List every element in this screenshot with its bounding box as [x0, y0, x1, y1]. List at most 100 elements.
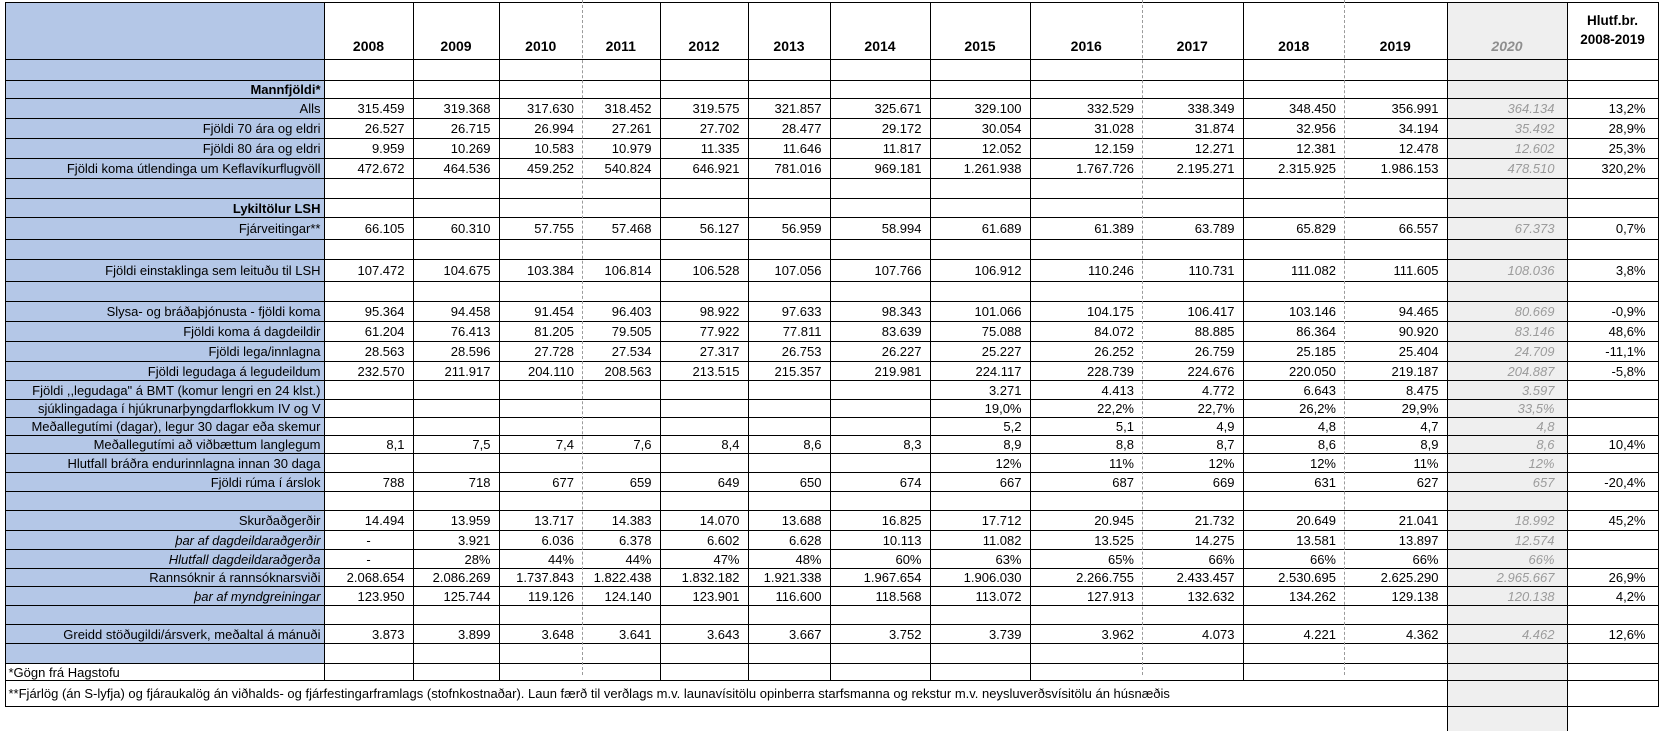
cell-hlutfall-bradra-endurinnlagna-2018[interactable]: 12% [1243, 454, 1344, 473]
cell-komur-utlendinga-keflavik-hlutfbr[interactable]: 320,2% [1567, 159, 1658, 179]
cell-slysa-bradathjonusta-komur-2010[interactable]: 91.454 [499, 302, 582, 322]
cell-spacer-6-2016[interactable] [1030, 606, 1142, 625]
cell-fjoldi-ruma-arslok-2017[interactable]: 669 [1142, 473, 1243, 492]
cell-fjoldi-ruma-arslok-2008[interactable]: 788 [324, 473, 413, 492]
cell-thar-af-dagdeildaradgerdir-hlutfbr[interactable] [1567, 531, 1658, 550]
cell-medallegutimi-vidbaettum-langlegum-2019[interactable]: 8,9 [1344, 436, 1447, 454]
cell-fjoldi-ruma-arslok-2015[interactable]: 667 [930, 473, 1030, 492]
cell-greidd-stodugildi-arsverk-2019[interactable]: 4.362 [1344, 625, 1447, 644]
cell-spacer-5-2015[interactable] [930, 492, 1030, 511]
cell-spacer-5-2010[interactable] [499, 492, 582, 511]
cell-spacer-2-2012[interactable] [660, 179, 748, 199]
cell-komur-utlendinga-keflavik-2020[interactable]: 478.510 [1447, 159, 1567, 179]
cell-alls-2020[interactable]: 364.134 [1447, 99, 1567, 119]
footnote-empty-cell-2020[interactable] [1447, 681, 1567, 707]
footnote-empty-cell-2011[interactable] [582, 664, 660, 681]
hlutf-br-header[interactable]: Hlutf.br.2008-2019 [1567, 3, 1658, 60]
cell-komur-utlendinga-keflavik-2016[interactable]: 1.767.726 [1030, 159, 1142, 179]
row-label-medallegutimi-vidbaettum-langlegum[interactable]: Meðallegutími að viðbættum langlegum [5, 436, 324, 454]
cell-fjoldi-70-ara-og-eldri-2012[interactable]: 27.702 [660, 119, 748, 139]
cell-hlutfall-bradra-endurinnlagna-2010[interactable] [499, 454, 582, 473]
cell-fjoldi-einstaklinga-leitudu-2020[interactable]: 108.036 [1447, 260, 1567, 282]
cell-rannsoknir-rannsoknarsvidi-2014[interactable]: 1.967.654 [830, 569, 930, 587]
cell-hlutfall-dagdeildaradgerda-2019[interactable]: 66% [1344, 550, 1447, 569]
cell-spacer-6-2011[interactable] [582, 606, 660, 625]
cell-thar-af-dagdeildaradgerdir-2013[interactable]: 6.628 [748, 531, 830, 550]
cell-thar-af-myndgreiningar-2020[interactable]: 120.138 [1447, 587, 1567, 606]
cell-fjoldi-legudaga-legudeildum-2009[interactable]: 211.917 [413, 362, 499, 381]
cell-fjoldi-einstaklinga-leitudu-hlutfbr[interactable]: 3,8% [1567, 260, 1658, 282]
cell-fjoldi-legudaga-legudeildum-2013[interactable]: 215.357 [748, 362, 830, 381]
cell-rannsoknir-rannsoknarsvidi-2011[interactable]: 1.822.438 [582, 569, 660, 587]
cell-sjuklingadagar-hjukrunarthyngd-2012[interactable] [660, 400, 748, 418]
cell-rannsoknir-rannsoknarsvidi-2009[interactable]: 2.086.269 [413, 569, 499, 587]
cell-medallegutimi-vidbaettum-langlegum-2020[interactable]: 8,6 [1447, 436, 1567, 454]
cell-spacer-6-hlutfbr[interactable] [1567, 606, 1658, 625]
cell-hlutfall-bradra-endurinnlagna-2008[interactable] [324, 454, 413, 473]
cell-spacer-4-2016[interactable] [1030, 282, 1142, 302]
cell-spacer-4-2015[interactable] [930, 282, 1030, 302]
cell-komur-utlendinga-keflavik-2011[interactable]: 540.824 [582, 159, 660, 179]
row-label-spacer-5[interactable] [5, 492, 324, 511]
cell-fjoldi-koma-dagdeildir-2012[interactable]: 77.922 [660, 322, 748, 342]
cell-fjoldi-80-ara-og-eldri-2015[interactable]: 12.052 [930, 139, 1030, 159]
cell-fjoldi-70-ara-og-eldri-2009[interactable]: 26.715 [413, 119, 499, 139]
cell-medallegutimi-30-dagar-2017[interactable]: 4,9 [1142, 418, 1243, 436]
cell-hlutfall-bradra-endurinnlagna-2019[interactable]: 11% [1344, 454, 1447, 473]
cell-fjarveitingar-2009[interactable]: 60.310 [413, 218, 499, 240]
cell-fjarveitingar-2012[interactable]: 56.127 [660, 218, 748, 240]
cell-lykiltolur-section-2012[interactable] [660, 199, 748, 218]
cell-mannfjoldi-section-2016[interactable] [1030, 81, 1142, 99]
cell-spacer-6-2017[interactable] [1142, 606, 1243, 625]
cell-fjoldi-ruma-arslok-2020[interactable]: 657 [1447, 473, 1567, 492]
cell-hlutfall-dagdeildaradgerda-2012[interactable]: 47% [660, 550, 748, 569]
cell-alls-2010[interactable]: 317.630 [499, 99, 582, 119]
cell-fjoldi-ruma-arslok-2016[interactable]: 687 [1030, 473, 1142, 492]
cell-mannfjoldi-section-2014[interactable] [830, 81, 930, 99]
cell-thar-af-dagdeildaradgerdir-2015[interactable]: 11.082 [930, 531, 1030, 550]
cell-fjoldi-einstaklinga-leitudu-2013[interactable]: 107.056 [748, 260, 830, 282]
cell-skurdadgerdir-2014[interactable]: 16.825 [830, 511, 930, 531]
cell-lykiltolur-section-2008[interactable] [324, 199, 413, 218]
cell-fjoldi-80-ara-og-eldri-2014[interactable]: 11.817 [830, 139, 930, 159]
cell-fjoldi-koma-dagdeildir-2014[interactable]: 83.639 [830, 322, 930, 342]
cell-thar-af-myndgreiningar-2017[interactable]: 132.632 [1142, 587, 1243, 606]
cell-spacer-2-2017[interactable] [1142, 179, 1243, 199]
cell-fjoldi-legudaga-legudeildum-2018[interactable]: 220.050 [1243, 362, 1344, 381]
cell-thar-af-myndgreiningar-2013[interactable]: 116.600 [748, 587, 830, 606]
cell-spacer-1-2009[interactable] [413, 60, 499, 81]
cell-medallegutimi-vidbaettum-langlegum-2016[interactable]: 8,8 [1030, 436, 1142, 454]
cell-spacer-4-hlutfbr[interactable] [1567, 282, 1658, 302]
cell-medallegutimi-30-dagar-2011[interactable] [582, 418, 660, 436]
cell-fjoldi-legudaga-legudeildum-2019[interactable]: 219.187 [1344, 362, 1447, 381]
cell-thar-af-myndgreiningar-2009[interactable]: 125.744 [413, 587, 499, 606]
cell-fjoldi-legudaga-bmt-2015[interactable]: 3.271 [930, 381, 1030, 400]
cell-spacer-1-2010[interactable] [499, 60, 582, 81]
cell-fjoldi-lega-innlagna-2013[interactable]: 26.753 [748, 342, 830, 362]
cell-spacer-5-2019[interactable] [1344, 492, 1447, 511]
cell-fjoldi-70-ara-og-eldri-2018[interactable]: 32.956 [1243, 119, 1344, 139]
cell-alls-2015[interactable]: 329.100 [930, 99, 1030, 119]
cell-thar-af-myndgreiningar-2011[interactable]: 124.140 [582, 587, 660, 606]
cell-spacer-7-2015[interactable] [930, 644, 1030, 664]
cell-fjoldi-70-ara-og-eldri-2008[interactable]: 26.527 [324, 119, 413, 139]
cell-thar-af-dagdeildaradgerdir-2019[interactable]: 13.897 [1344, 531, 1447, 550]
cell-thar-af-myndgreiningar-2016[interactable]: 127.913 [1030, 587, 1142, 606]
cell-skurdadgerdir-2015[interactable]: 17.712 [930, 511, 1030, 531]
cell-fjoldi-einstaklinga-leitudu-2012[interactable]: 106.528 [660, 260, 748, 282]
cell-fjarveitingar-2016[interactable]: 61.389 [1030, 218, 1142, 240]
cell-slysa-bradathjonusta-komur-2019[interactable]: 94.465 [1344, 302, 1447, 322]
cell-medallegutimi-30-dagar-2014[interactable] [830, 418, 930, 436]
cell-alls-hlutfbr[interactable]: 13,2% [1567, 99, 1658, 119]
cell-skurdadgerdir-2010[interactable]: 13.717 [499, 511, 582, 531]
cell-slysa-bradathjonusta-komur-2020[interactable]: 80.669 [1447, 302, 1567, 322]
cell-spacer-1-2015[interactable] [930, 60, 1030, 81]
cell-fjoldi-70-ara-og-eldri-2019[interactable]: 34.194 [1344, 119, 1447, 139]
cell-fjoldi-legudaga-legudeildum-2008[interactable]: 232.570 [324, 362, 413, 381]
cell-komur-utlendinga-keflavik-2013[interactable]: 781.016 [748, 159, 830, 179]
cell-hlutfall-dagdeildaradgerda-2008[interactable]: - [324, 550, 413, 569]
cell-medallegutimi-vidbaettum-langlegum-2011[interactable]: 7,6 [582, 436, 660, 454]
cell-sjuklingadagar-hjukrunarthyngd-2017[interactable]: 22,7% [1142, 400, 1243, 418]
cell-fjarveitingar-2011[interactable]: 57.468 [582, 218, 660, 240]
cell-spacer-2-2009[interactable] [413, 179, 499, 199]
